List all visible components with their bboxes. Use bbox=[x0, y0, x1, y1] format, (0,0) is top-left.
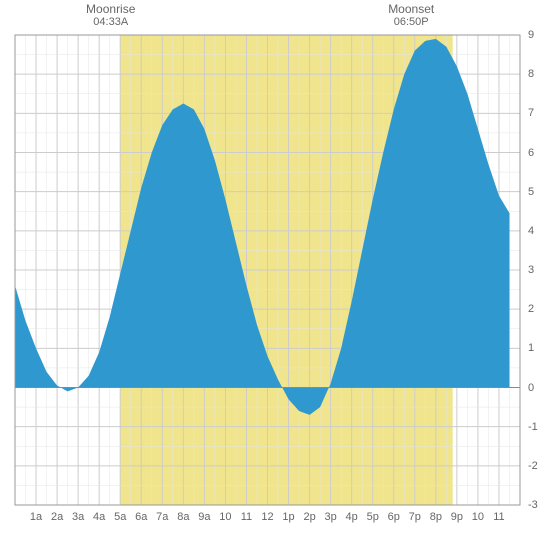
x-tick-label: 9p bbox=[451, 511, 463, 523]
x-tick-label: 7p bbox=[409, 511, 421, 523]
x-tick-label: 1a bbox=[30, 511, 42, 523]
y-tick-label: 6 bbox=[528, 147, 534, 159]
y-tick-label: -2 bbox=[528, 460, 538, 472]
y-tick-label: 9 bbox=[528, 29, 534, 41]
x-tick-label: 8a bbox=[177, 511, 189, 523]
x-tick-label: 2p bbox=[303, 511, 315, 523]
y-tick-label: 8 bbox=[528, 68, 534, 80]
tide-chart: Moonrise 04:33A Moonset 06:50P 1a 2a 3a 4a 5… bbox=[0, 0, 550, 550]
x-tick-label: 5p bbox=[367, 511, 379, 523]
x-tick-label: 10 bbox=[472, 511, 484, 523]
y-tick-label: 5 bbox=[528, 186, 534, 198]
x-tick-label: 4p bbox=[346, 511, 358, 523]
x-tick-label: 3a bbox=[72, 511, 84, 523]
moonrise-time: 04:33A bbox=[81, 16, 141, 28]
x-tick-label: 9a bbox=[198, 511, 210, 523]
x-tick-label: 12 bbox=[261, 511, 273, 523]
y-tick-label: 1 bbox=[528, 342, 534, 354]
y-tick-label: -3 bbox=[528, 499, 538, 511]
moonset-label: Moonset bbox=[381, 2, 441, 16]
y-tick-label: -1 bbox=[528, 421, 538, 433]
y-tick-label: 4 bbox=[528, 225, 534, 237]
y-tick-label: 2 bbox=[528, 303, 534, 315]
x-tick-label: 6p bbox=[388, 511, 400, 523]
x-tick-label: 1p bbox=[282, 511, 294, 523]
y-tick-label: 0 bbox=[528, 382, 534, 394]
x-tick-label: 3p bbox=[325, 511, 337, 523]
y-tick-label: 3 bbox=[528, 264, 534, 276]
y-tick-label: 7 bbox=[528, 107, 534, 119]
x-tick-label: 11 bbox=[241, 511, 252, 523]
x-tick-label: 11 bbox=[493, 511, 504, 523]
x-tick-label: 4a bbox=[93, 511, 105, 523]
moonset-time: 06:50P bbox=[381, 16, 441, 28]
x-tick-label: 2a bbox=[51, 511, 63, 523]
moonrise-label: Moonrise bbox=[81, 2, 141, 16]
x-tick-label: 10 bbox=[219, 511, 231, 523]
x-tick-label: 7a bbox=[156, 511, 168, 523]
x-tick-label: 6a bbox=[135, 511, 147, 523]
x-tick-label: 5a bbox=[114, 511, 126, 523]
chart-svg bbox=[0, 0, 550, 550]
x-tick-label: 8p bbox=[430, 511, 442, 523]
